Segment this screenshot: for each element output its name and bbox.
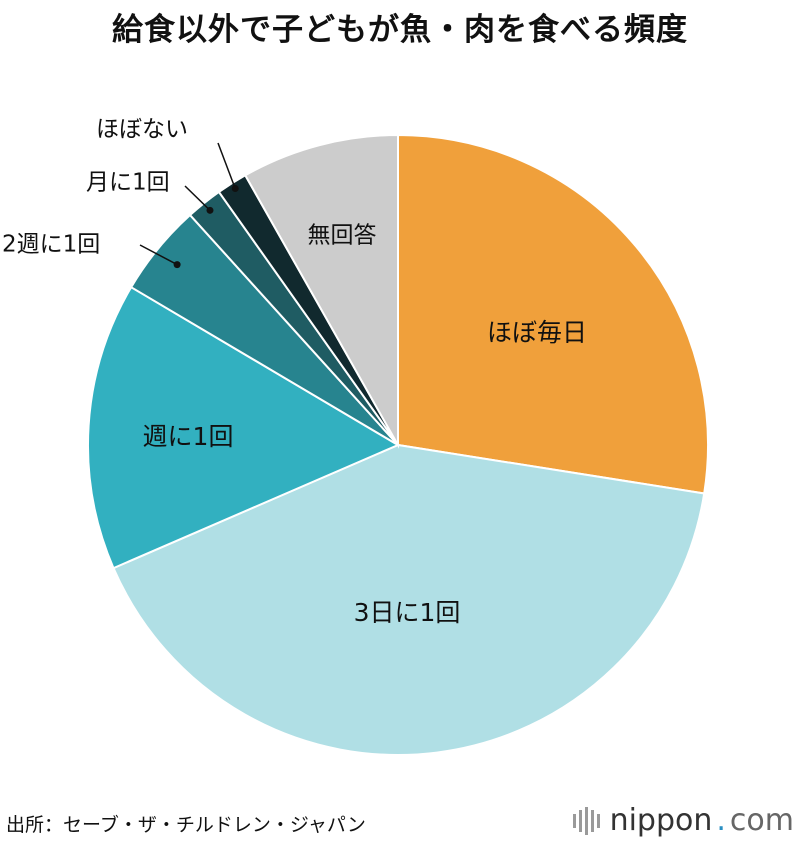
pie-slice-1 [112,443,706,756]
leader-line-3 [139,244,178,266]
slice-label-0: ほぼ毎日 [487,318,587,347]
slice-label-4: 月に1回 [86,170,170,196]
chart-title: 給食以外で子どもが魚・肉を食べる頻度 [112,12,688,48]
slice-label-1: 3日に1回 [354,598,461,627]
pie-slice-2 [87,285,401,570]
slice-label-3: 2週に1回 [2,232,100,258]
leader-line-4 [184,185,211,211]
pie-slice-0 [397,133,709,495]
leader-dot-5 [231,184,239,192]
brand-logo: nippon. com [572,803,794,838]
slice-label-6: 無回答 [308,223,377,249]
brand-bars-icon [572,806,600,835]
leader-line-5 [217,142,236,189]
source-note: 出所：セーブ・ザ・チルドレン・ジャパン [6,814,366,836]
brand-com: com [729,803,794,838]
pie-slice-6 [243,133,399,449]
brand-dot: . [716,803,726,838]
leader-dot-4 [206,206,214,214]
slice-label-5: ほぼない [96,117,188,143]
slice-label-2: 週に1回 [143,422,234,451]
leader-dot-3 [173,261,181,269]
brand-name: nippon [609,803,713,838]
